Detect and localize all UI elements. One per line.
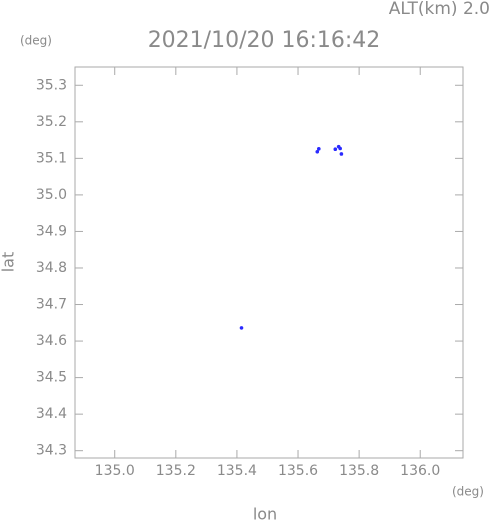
x-tick-label: 135.4 — [217, 463, 257, 479]
point — [333, 147, 338, 152]
y-tick-label: 34.4 — [36, 406, 67, 422]
y-tick-label: 35.1 — [36, 150, 67, 166]
y-tick-label: 35.2 — [36, 114, 67, 130]
chart-subtitle: ALT(km) 2.0 — [389, 0, 490, 19]
y-tick-label: 34.8 — [36, 260, 67, 276]
y-tick-label: 34.6 — [36, 333, 67, 349]
point — [239, 326, 244, 330]
x-unit: (deg) — [452, 485, 484, 499]
x-tick-label: 136.0 — [400, 463, 440, 479]
plot-frame — [74, 66, 464, 459]
y-tick-label: 35.3 — [36, 77, 67, 93]
x-axis-label: lon — [253, 505, 277, 522]
x-tick-label: 135.0 — [95, 463, 135, 479]
y-tick-label: 34.9 — [36, 223, 67, 239]
point — [315, 149, 320, 154]
point — [339, 152, 344, 156]
y-tick-label: 34.3 — [36, 443, 67, 459]
x-tick-label: 135.8 — [339, 463, 379, 479]
y-tick-label: 34.5 — [36, 370, 67, 386]
y-tick-label: 34.7 — [36, 297, 67, 313]
point — [338, 146, 342, 151]
y-axis-label: lat — [0, 252, 18, 273]
y-tick-label: 35.0 — [36, 187, 67, 203]
x-tick-label: 135.6 — [278, 463, 318, 479]
chart-title: 2021/10/20 16:16:42 — [148, 28, 381, 53]
y-unit: (deg) — [20, 34, 52, 48]
x-tick-label: 135.2 — [156, 463, 196, 479]
point — [316, 147, 321, 151]
